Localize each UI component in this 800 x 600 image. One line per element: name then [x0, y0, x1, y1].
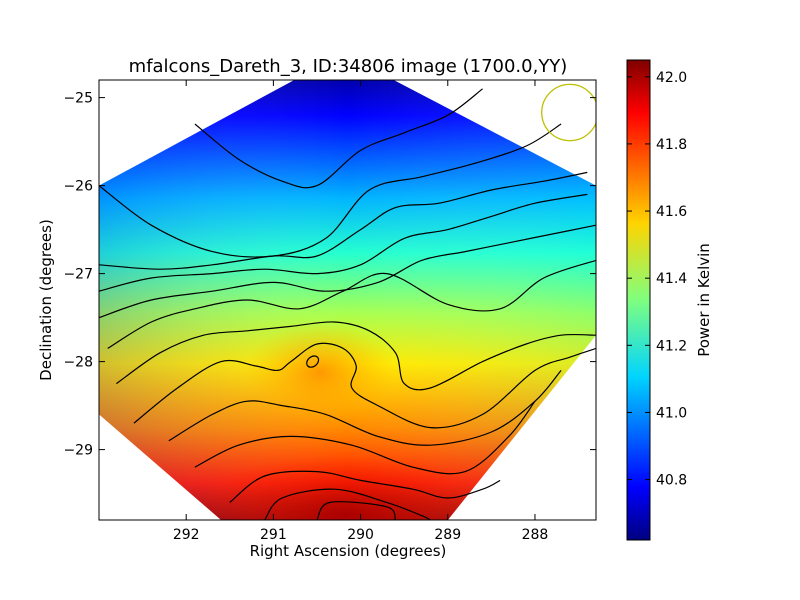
- x-tick-label: 291: [260, 527, 287, 543]
- contour-line-1: [194, 88, 483, 189]
- y-tick-label: −29: [63, 443, 93, 459]
- x-axis-label: Right Ascension (degrees): [250, 542, 447, 560]
- y-axis-label: Declination (degrees): [37, 219, 55, 381]
- contour-line-13: [316, 501, 397, 520]
- y-tick-label: −27: [63, 267, 93, 283]
- contour-line-6: [107, 259, 596, 349]
- contour-lines: [99, 88, 596, 520]
- beam-circle: [541, 83, 596, 142]
- y-tick-label: −28: [63, 355, 93, 371]
- contour-line-3: [99, 171, 588, 270]
- y-tick-label: −26: [63, 179, 93, 195]
- colorbar-tick-label: 42.0: [656, 70, 687, 86]
- colorbar-tick-label: 41.8: [656, 137, 687, 153]
- contour-line-7: [116, 321, 596, 391]
- contour-line-11: [229, 470, 501, 503]
- contour-line-12: [264, 488, 431, 520]
- contour-line-9: [168, 370, 562, 446]
- contour-line-5: [99, 224, 596, 319]
- x-tick-label: 289: [434, 527, 461, 543]
- colorbar-tick-label: 41.0: [656, 405, 687, 421]
- colorbar-ticks: 40.8 41.0 41.2 41.4 41.6 41.8 42.0: [627, 70, 687, 489]
- plot-area: [99, 80, 596, 520]
- colorbar-label: Power in Kelvin: [695, 243, 713, 357]
- x-tick-label: 292: [173, 527, 200, 543]
- x-axis-ticks: 292 291 290 289 288: [173, 80, 549, 543]
- contour-line-4: [99, 193, 588, 292]
- contour-line-2: [99, 123, 562, 258]
- colorbar-tick-label: 41.6: [656, 204, 687, 220]
- y-axis-ticks: −25 −26 −27 −28 −29: [63, 91, 596, 459]
- colorbar: 40.8 41.0 41.2 41.4 41.6 41.8 42.0 Power in Ke…: [626, 59, 713, 541]
- y-tick-label: −25: [63, 91, 93, 107]
- contour-line-8: [133, 342, 596, 429]
- colorbar-tick-label: 41.2: [656, 338, 687, 354]
- chart-title: mfalcons_Dareth_3, ID:34806 image (1700.…: [129, 56, 568, 77]
- heatmap-image: [99, 80, 596, 520]
- colorbar-gradient: [626, 59, 651, 541]
- x-tick-label: 288: [522, 527, 549, 543]
- contour-line-10: [194, 400, 536, 475]
- colorbar-tick-label: 40.8: [656, 473, 687, 489]
- x-tick-label: 290: [347, 527, 374, 543]
- peak-contour: [306, 355, 320, 368]
- colorbar-tick-label: 41.4: [656, 271, 687, 287]
- axes-frame: [98, 79, 597, 521]
